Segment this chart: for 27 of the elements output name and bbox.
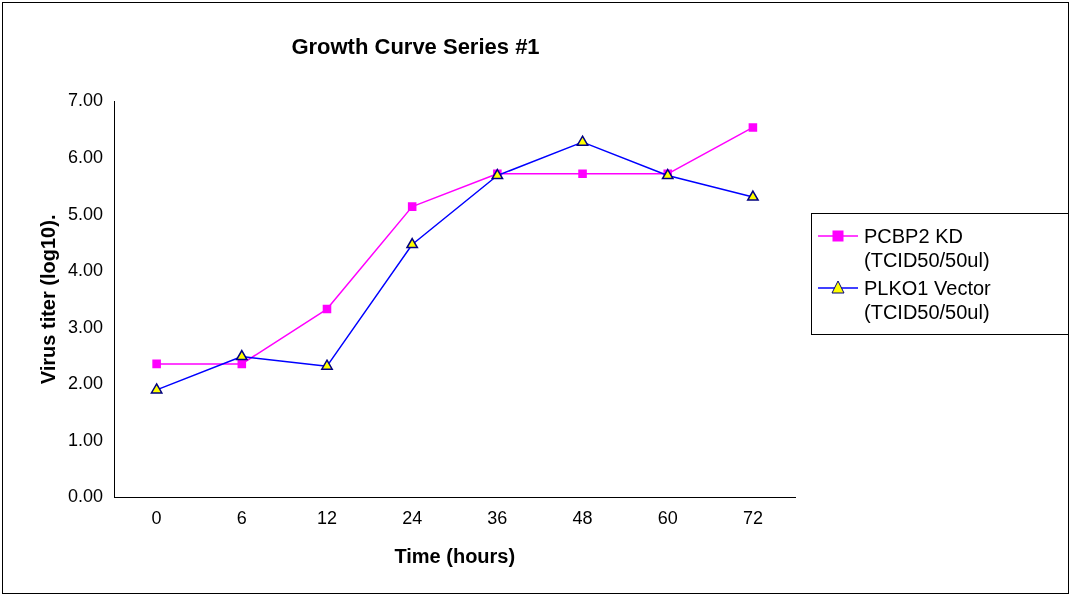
point [152,359,161,369]
legend-label: PCBP2 KD (TCID50/50ul) [864,224,991,272]
x-tick-label: 60 [657,508,678,529]
y-tick-label: 6.00 [67,146,104,167]
point [322,304,332,314]
x-tick-label: 48 [572,508,593,529]
point [578,169,587,179]
y-tick-label: 2.00 [67,373,104,394]
y-tick-label: 5.00 [67,203,104,224]
chart-title: Growth Curve Series #1 [291,34,540,60]
point [407,202,417,211]
y-tick-label: 3.00 [67,316,104,337]
x-tick-label: 72 [742,508,763,529]
y-axis-title: Virus titer (log10). [36,214,59,385]
legend-label: PLKO1 Vector (TCID50/50ul) [864,276,992,324]
y-tick-label: 0.00 [67,486,104,507]
x-tick-label: 24 [402,508,423,529]
x-tick-label: 36 [487,508,508,529]
x-tick-label: 12 [316,508,338,529]
x-tick-label: 6 [236,508,247,529]
point [748,123,758,132]
y-tick-label: 4.00 [67,260,104,281]
y-tick-label: 1.00 [67,429,104,450]
x-tick-label: 0 [151,508,162,529]
x-axis-title: Time (hours) [394,544,516,567]
point [237,359,247,369]
y-tick-label: 7.00 [67,90,104,111]
